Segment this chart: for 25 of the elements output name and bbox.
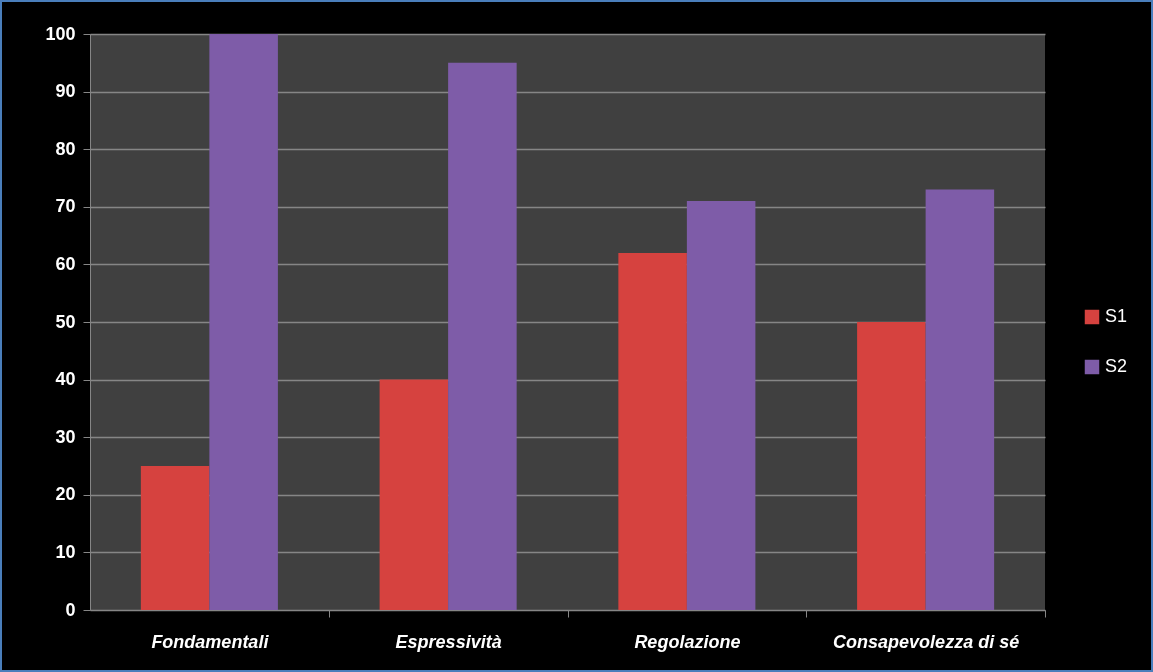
y-tick-label: 40	[55, 369, 76, 390]
bar	[857, 322, 926, 610]
legend-label: S2	[1105, 356, 1128, 376]
y-tick-label: 10	[55, 541, 76, 562]
x-tick-label: Espressività	[395, 631, 502, 652]
bar	[140, 466, 210, 610]
bar	[448, 62, 517, 610]
y-tick-label: 80	[55, 138, 76, 159]
y-tick-label: 0	[65, 599, 76, 620]
x-tick-label: Fondamentali	[151, 631, 270, 652]
y-tick-label: 100	[45, 23, 76, 44]
bar	[925, 189, 995, 610]
y-tick-label: 20	[55, 484, 76, 505]
legend-label: S1	[1105, 306, 1128, 326]
y-tick-label: 60	[55, 253, 76, 274]
bar	[618, 252, 687, 610]
bar	[379, 379, 449, 610]
y-tick-label: 90	[55, 81, 76, 102]
y-tick-label: 70	[55, 196, 76, 217]
bar	[209, 34, 278, 610]
y-tick-label: 50	[55, 311, 76, 332]
y-tick-label: 30	[55, 426, 76, 447]
bar	[686, 201, 756, 610]
x-tick-label: Consapevolezza di sé	[833, 631, 1020, 652]
x-tick-label: Regolazione	[634, 631, 741, 652]
